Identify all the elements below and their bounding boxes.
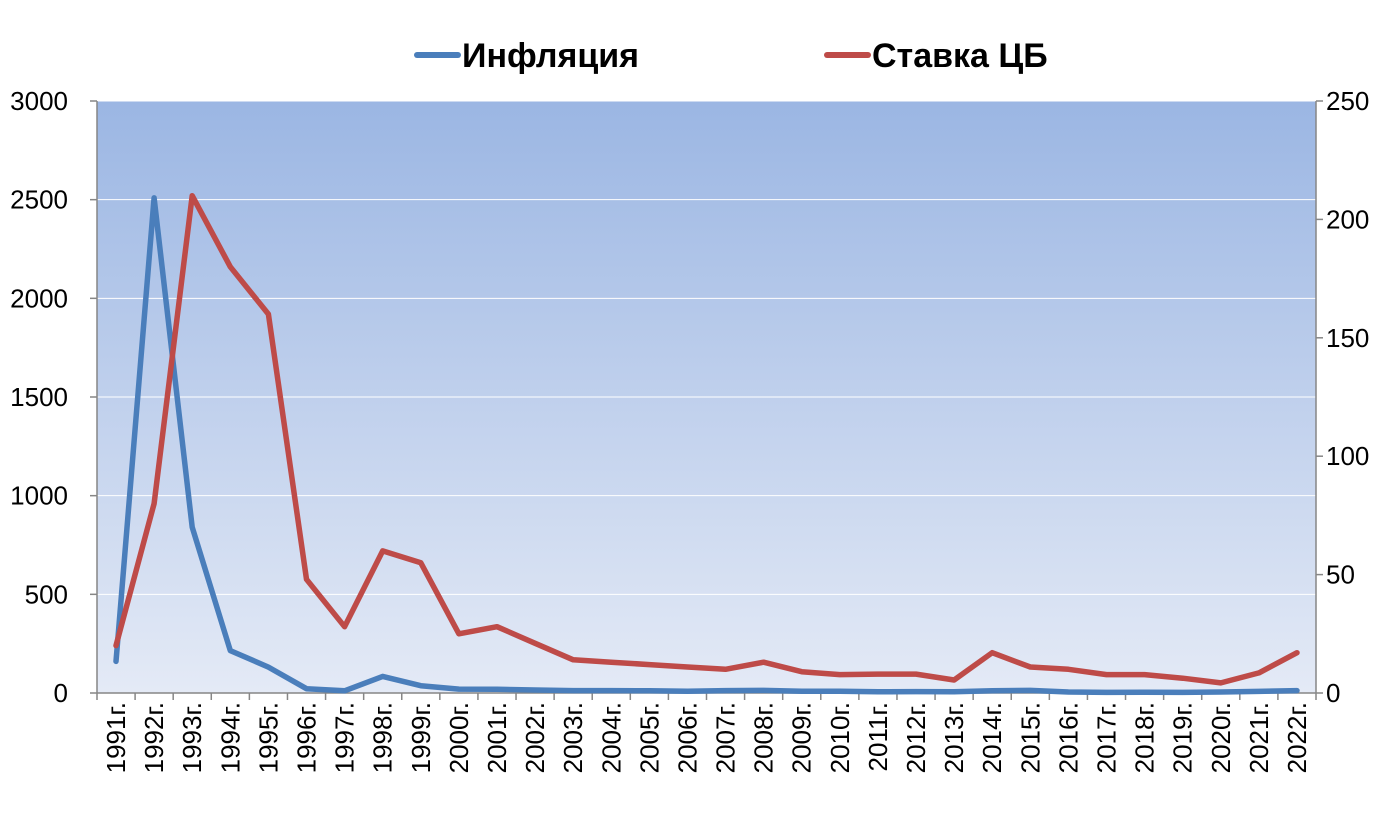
x-tick-label: 2005г. — [634, 702, 664, 773]
x-tick-label: 2007г. — [711, 702, 741, 773]
y-left-tick-label: 1000 — [10, 481, 68, 511]
series-line-inflation — [113, 195, 1300, 696]
x-tick-label: 2018г. — [1130, 702, 1160, 773]
x-tick-label: 2021г. — [1244, 702, 1274, 773]
x-tick-label: 2013г. — [939, 702, 969, 773]
x-tick-label: 2017г. — [1091, 702, 1121, 773]
y-left-tick-label: 3000 — [10, 86, 68, 116]
x-tick-label: 2016г. — [1053, 702, 1083, 773]
legend-label-key-rate: Ставка ЦБ — [872, 37, 1048, 75]
y-left-tick-label: 2500 — [10, 185, 68, 215]
x-tick-label: 2004г. — [596, 702, 626, 773]
x-tick-label: 1992г. — [139, 702, 169, 773]
x-tick-label: 1991г. — [101, 702, 131, 773]
x-tick-label: 2015г. — [1015, 702, 1045, 773]
x-tick-label: 2002г. — [520, 702, 550, 773]
gridlines — [97, 100, 1316, 595]
x-tick-label: 2011г. — [863, 702, 893, 771]
legend: Инфляция Ставка ЦБ — [414, 37, 1048, 75]
x-tick-label: 1997г. — [330, 702, 360, 773]
x-tick-label: 2014г. — [977, 702, 1007, 773]
x-tick-label: 2003г. — [558, 702, 588, 773]
series-line-key-rate — [113, 192, 1300, 686]
x-tick-label: 2001г. — [482, 702, 512, 773]
x-tick-label: 1993г. — [177, 702, 207, 773]
x-tick-label: 2009г. — [787, 702, 817, 773]
y-left-tick-label: 2000 — [10, 283, 68, 313]
x-tick-label: 1994г. — [215, 702, 245, 773]
legend-label-inflation: Инфляция — [462, 37, 639, 75]
y-right-tick-label: 250 — [1326, 86, 1369, 116]
y-right-tick-label: 100 — [1326, 441, 1369, 471]
x-tick-label: 2008г. — [749, 702, 779, 773]
y-left-tick-label: 0 — [54, 678, 68, 708]
y-right-tick-label: 50 — [1326, 560, 1355, 590]
x-tick-label: 1996г. — [292, 702, 322, 773]
x-tick-label: 2006г. — [672, 702, 702, 773]
y-left-tick-label: 1500 — [10, 382, 68, 412]
y-axis-right-ticks: 0 50 100 150 200 250 — [1326, 86, 1369, 708]
x-tick-label: 2010г. — [825, 702, 855, 773]
y-right-tick-label: 150 — [1326, 323, 1369, 353]
x-tick-label: 1995г. — [253, 702, 283, 773]
series-lines — [113, 192, 1300, 696]
x-tick-label: 2020г. — [1206, 702, 1236, 773]
y-left-tick-label: 500 — [25, 579, 68, 609]
x-tick-label: 2022г. — [1282, 702, 1312, 773]
y-right-tick-label: 200 — [1326, 204, 1369, 234]
x-tick-label: 2012г. — [901, 702, 931, 773]
y-right-tick-label: 0 — [1326, 678, 1340, 708]
x-axis-ticks: 1991г. 1992г. 1993г. 1994г. 1995г. 1996г. 1997… — [101, 702, 1312, 773]
x-tick-label: 2000г. — [444, 702, 474, 773]
x-tick-label: 1999г. — [406, 702, 436, 773]
x-tick-label: 1998г. — [368, 702, 398, 773]
y-axis-left-ticks: 0 500 1000 1500 2000 2500 3000 — [10, 86, 68, 708]
x-tick-label: 2019г. — [1168, 702, 1198, 773]
